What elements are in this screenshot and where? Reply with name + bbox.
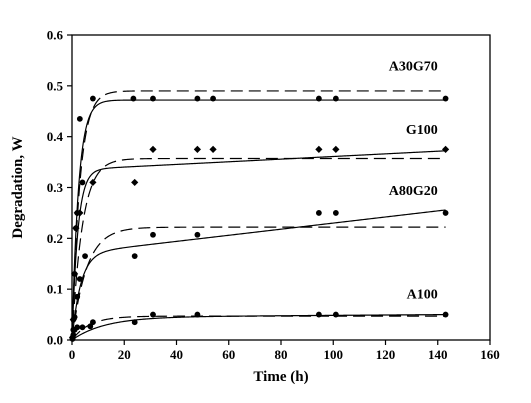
series-labels: A30G70 G100 A80G20 A100	[389, 60, 438, 303]
x-tick-label: 0	[69, 347, 76, 362]
data-point-circle	[79, 324, 86, 331]
data-point-circle	[442, 311, 449, 318]
y-tick-label: 0.1	[47, 282, 63, 297]
data-point-diamond	[89, 178, 97, 187]
data-point-diamond	[71, 270, 79, 278]
series-label-g100: G100	[406, 123, 438, 138]
data-point-circle	[194, 311, 201, 318]
x-tick-label: 100	[324, 347, 344, 362]
y-tick-label: 0.4	[47, 129, 64, 144]
y-tick-label: 0.2	[47, 231, 63, 246]
y-axis-title: Degradation, W	[10, 136, 26, 238]
data-point-diamond	[193, 145, 201, 153]
data-point-diamond	[315, 145, 323, 153]
data-point-circle	[79, 179, 86, 186]
data-point-circle	[131, 253, 138, 260]
data-point-circle	[74, 293, 81, 300]
fit-line-dashed	[71, 157, 446, 341]
x-tick-label: 60	[222, 347, 235, 362]
fit-line-dashed	[71, 90, 446, 341]
y-tick-label: 0.0	[47, 333, 63, 348]
data-point-circle	[194, 231, 201, 238]
data-point-circle	[131, 319, 138, 326]
y-tick-label: 0.5	[47, 78, 64, 93]
y-tick-label: 0.3	[47, 180, 64, 195]
data-point-diamond	[149, 145, 157, 153]
data-point-circle	[74, 324, 81, 331]
data-point-circle	[332, 311, 339, 318]
fit-line-solid	[71, 99, 446, 341]
series-label-a80g20: A80G20	[389, 184, 438, 199]
data-point-diamond	[72, 224, 80, 232]
data-point-circle	[332, 210, 339, 216]
data-point-circle	[76, 276, 83, 282]
fit-line-dashed	[71, 226, 446, 341]
data-point-circle	[150, 311, 156, 318]
x-tick-label: 160	[480, 347, 500, 362]
data-point-circle	[210, 95, 216, 102]
data-point-circle	[70, 332, 77, 338]
data-point-circle	[76, 115, 83, 122]
data-point-circle	[194, 95, 201, 102]
data-point-circle	[332, 95, 339, 102]
data-point-circle	[82, 253, 88, 260]
data-point-circle	[130, 95, 137, 102]
data-point-diamond	[209, 145, 217, 153]
fit-lines	[71, 90, 446, 341]
data-points	[68, 95, 450, 342]
y-tick-label: 0.6	[47, 28, 64, 43]
x-tick-label: 80	[275, 347, 288, 362]
data-point-circle	[150, 231, 156, 238]
data-point-circle	[442, 95, 449, 102]
series-label-a100: A100	[407, 287, 438, 302]
data-point-circle	[442, 210, 449, 216]
fit-line-dashed	[71, 315, 446, 341]
x-axis-title: Time (h)	[253, 369, 308, 385]
x-tick-label: 20	[118, 347, 131, 362]
data-point-diamond	[76, 209, 84, 217]
fit-line-solid	[71, 313, 446, 341]
fit-line-solid	[71, 150, 446, 341]
data-point-diamond	[131, 178, 139, 187]
fit-line-solid	[71, 209, 446, 341]
data-point-circle	[315, 95, 322, 102]
series-label-a30g70: A30G70	[389, 60, 438, 75]
data-point-circle	[150, 95, 156, 102]
data-point-circle	[90, 319, 96, 326]
x-tick-label: 140	[428, 347, 448, 362]
tick-labels: 0 20 40 60 80 100 120 140 160 0.0 0.1 0.2 0.3 0.4 0.5 0…	[47, 28, 500, 363]
data-point-circle	[90, 95, 96, 102]
data-point-circle	[71, 314, 78, 321]
data-point-circle	[315, 210, 322, 216]
x-tick-label: 40	[170, 347, 183, 362]
data-point-circle	[315, 311, 322, 318]
data-point-diamond	[441, 145, 450, 153]
x-tick-label: 120	[376, 347, 396, 362]
data-point-diamond	[332, 145, 340, 153]
